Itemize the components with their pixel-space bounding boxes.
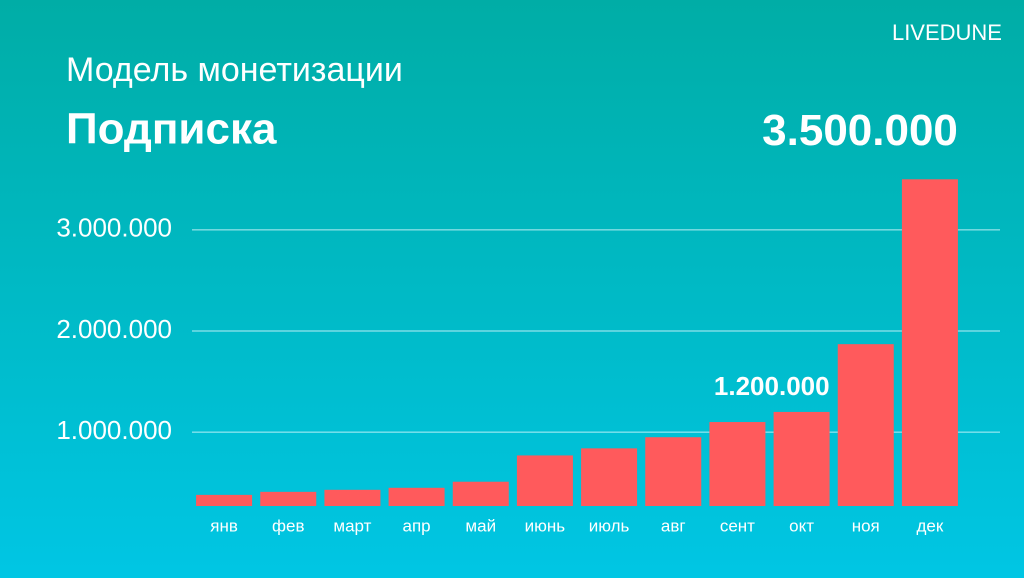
x-tick-label: авг (661, 516, 686, 535)
x-tick-label: ноя (852, 516, 880, 535)
bar (773, 411, 830, 506)
bar (516, 455, 573, 506)
bar (196, 494, 253, 506)
y-tick-label: 1.000.000 (56, 415, 172, 445)
chart-subtitle: Подписка (66, 105, 277, 154)
brand: LIVEDUNE (892, 20, 1002, 45)
bar (901, 179, 958, 506)
x-tick-label: янв (210, 516, 238, 535)
bar (260, 491, 317, 506)
x-tick-label: фев (272, 516, 304, 535)
bar (452, 481, 509, 506)
y-tick-label: 3.000.000 (56, 213, 172, 243)
bar (581, 448, 638, 506)
chart-title: Модель монетизации (66, 51, 403, 89)
x-tick-label: дек (917, 516, 944, 535)
x-tick-label: апр (403, 516, 431, 535)
x-tick-label: сент (720, 516, 755, 535)
bar (324, 489, 381, 506)
x-tick-label: июнь (525, 516, 566, 535)
bar (709, 422, 766, 506)
x-tick-label: март (333, 516, 371, 535)
bar (645, 437, 702, 506)
y-tick-label: 2.000.000 (56, 314, 172, 344)
bar (388, 487, 445, 506)
x-tick-label: июль (589, 516, 630, 535)
x-tick-label: май (465, 516, 496, 535)
x-tick-label: окт (789, 516, 814, 535)
bar (837, 344, 894, 506)
value-label: 3.500.000 (762, 106, 958, 155)
value-label: 1.200.000 (714, 371, 830, 401)
